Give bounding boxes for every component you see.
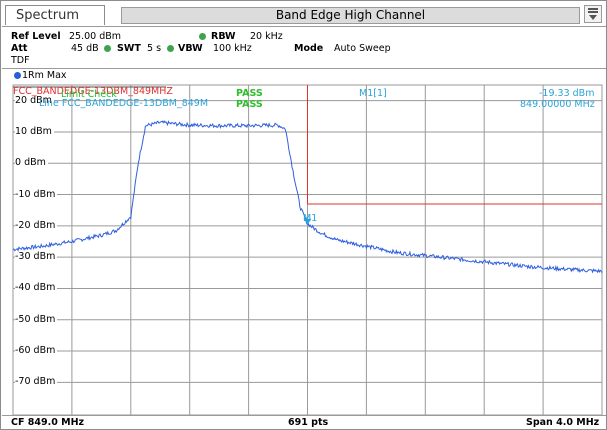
y-tick-label: -50 dBm [15,313,58,325]
marker-triangle-icon [303,218,312,225]
trace-label: 1Rm Max [22,70,67,81]
marker-name: M1[1] [359,88,387,99]
header-divider [2,26,606,27]
vbw-label: VBW [178,43,203,54]
tdf-label: TDF [11,55,30,66]
limit-line-name: FCC_BANDEDGE-13DBM_849MHZ [13,86,173,97]
vbw-value: 100 kHz [213,43,252,54]
ref-level-value: 25.00 dBm [69,31,122,42]
frequency-span: Span 4.0 MHz [526,417,600,428]
swt-status-icon [104,45,111,52]
window-title: Band Edge High Channel [121,7,580,24]
rbw-value: 20 kHz [250,31,283,42]
limit-check-label: Limit Check [61,89,117,100]
y-tick-label: -30 dBm [15,251,58,263]
params-divider [2,68,606,69]
footer-divider [2,415,606,416]
center-frequency: CF 849.0 MHz [11,417,85,428]
ref-level-label: Ref Level [11,31,61,42]
sweep-points: 691 pts [288,417,329,428]
y-tick-label: -10 dBm [15,188,58,200]
y-tick-label: -40 dBm [15,282,58,294]
rbw-status-icon [199,33,206,40]
menu-chevron-icon [588,8,598,20]
tab-label: Spectrum [16,8,79,23]
mode-label: Mode [294,43,324,54]
y-tick-label: -20 dBm [15,219,58,231]
marker-frequency: 849.00000 MHz [520,99,595,110]
mode-value: Auto Sweep [334,43,391,54]
y-tick-label: -70 dBm [15,376,58,388]
marker-label: M1 [303,213,318,224]
menu-button[interactable] [584,5,602,23]
y-tick-label: 0 dBm [15,157,48,169]
tab-spectrum[interactable]: Spectrum [5,5,105,25]
limit-line2-name: Line FCC_BANDEDGE-13DBM_849M [39,98,209,109]
trace-indicator-icon [14,72,21,79]
marker-level: -19.33 dBm [539,88,595,99]
swt-label: SWT [117,43,141,54]
y-tick-label: 20 dBm [15,94,54,106]
limit-layer [13,85,602,205]
limit-check-result: PASS [236,88,263,99]
att-value: 45 dB [71,43,99,54]
att-label: Att [11,43,28,54]
limit-line2-result: PASS [236,99,263,110]
swt-value: 5 s [147,43,162,54]
y-tick-label: -60 dBm [15,345,58,357]
rbw-label: RBW [211,31,236,42]
vbw-status-icon [167,45,174,52]
marker-layer [303,218,312,225]
spectrum-plot [12,84,603,415]
y-tick-label: 10 dBm [15,125,54,137]
